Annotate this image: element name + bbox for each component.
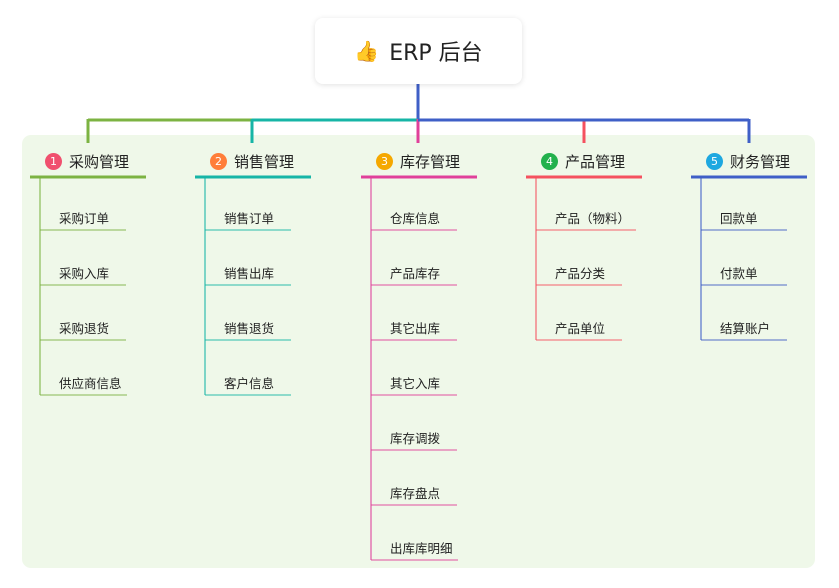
branch-4-header[interactable]: 4 产品管理 xyxy=(541,151,625,171)
child-node[interactable]: 产品单位 xyxy=(555,321,606,336)
child-node[interactable]: 回款单 xyxy=(720,211,758,226)
branch-label: 财务管理 xyxy=(730,152,791,171)
number-badge-icon: 3 xyxy=(376,152,393,170)
mindmap-background-panel xyxy=(22,135,815,568)
branch-2-header[interactable]: 2 销售管理 xyxy=(210,151,294,171)
child-node[interactable]: 采购退货 xyxy=(59,321,110,336)
child-node[interactable]: 产品库存 xyxy=(390,266,441,281)
branch-1-header[interactable]: 1 采购管理 xyxy=(45,151,129,171)
number-badge-icon: 5 xyxy=(706,152,723,170)
branch-5-header[interactable]: 5 财务管理 xyxy=(706,151,790,171)
thumbs-up-icon: 👍 xyxy=(354,39,380,63)
child-node[interactable]: 销售出库 xyxy=(224,266,275,281)
child-node[interactable]: 供应商信息 xyxy=(59,376,122,391)
branch-label: 采购管理 xyxy=(69,152,130,171)
child-node[interactable]: 库存盘点 xyxy=(390,486,441,501)
number-badge-icon: 4 xyxy=(541,152,558,170)
child-node[interactable]: 库存调拨 xyxy=(390,431,441,446)
number-badge-icon: 1 xyxy=(45,152,62,170)
child-node[interactable]: 付款单 xyxy=(720,266,758,281)
child-node[interactable]: 其它出库 xyxy=(390,321,441,336)
child-node[interactable]: 出库库明细 xyxy=(390,541,453,556)
branch-label: 产品管理 xyxy=(565,152,626,171)
number-badge-icon: 2 xyxy=(210,152,227,170)
child-node[interactable]: 采购订单 xyxy=(59,211,110,226)
child-node[interactable]: 销售订单 xyxy=(224,211,275,226)
root-title: ERP 后台 xyxy=(389,41,483,66)
child-node[interactable]: 客户信息 xyxy=(224,376,275,391)
root-node[interactable]: 👍 ERP 后台 xyxy=(315,18,522,84)
child-node[interactable]: 销售退货 xyxy=(224,321,275,336)
child-node[interactable]: 采购入库 xyxy=(59,266,110,281)
child-node[interactable]: 结算账户 xyxy=(720,321,771,336)
child-node[interactable]: 产品分类 xyxy=(555,266,606,281)
child-node[interactable]: 仓库信息 xyxy=(390,211,441,226)
child-node[interactable]: 其它入库 xyxy=(390,376,441,391)
branch-3-header[interactable]: 3 库存管理 xyxy=(376,151,460,171)
branch-label: 库存管理 xyxy=(400,152,461,171)
child-node[interactable]: 产品（物料） xyxy=(555,211,631,226)
branch-label: 销售管理 xyxy=(234,152,295,171)
